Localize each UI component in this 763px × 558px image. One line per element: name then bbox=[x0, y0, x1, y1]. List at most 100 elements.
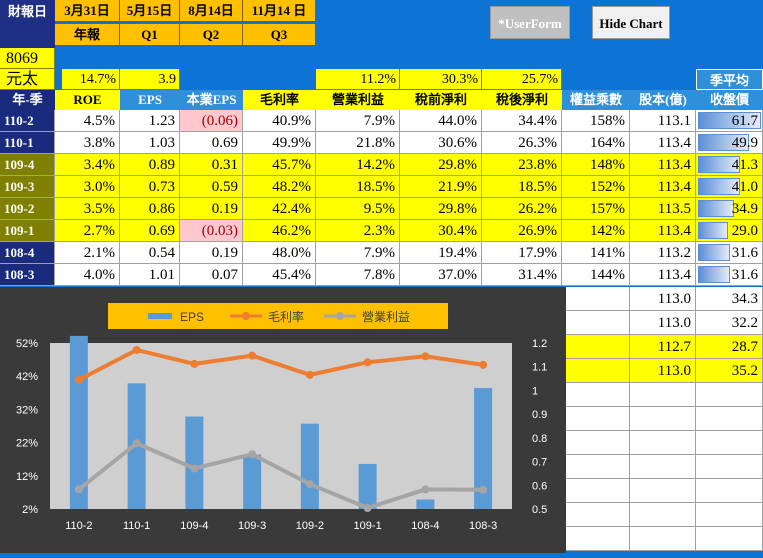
extra-cell-price bbox=[696, 455, 763, 479]
y-right-tick: 1 bbox=[532, 385, 538, 397]
cell-eps: 0.86 bbox=[120, 198, 180, 220]
price-value: 49.9 bbox=[731, 135, 758, 151]
y-left-tick: 12% bbox=[16, 471, 38, 483]
cell-post: 26.9% bbox=[482, 220, 562, 242]
period-q3: Q3 bbox=[243, 24, 316, 46]
y-right-tick: 0.6 bbox=[532, 480, 547, 492]
cell-op: 18.5% bbox=[316, 176, 400, 198]
cell-core: 0.19 bbox=[180, 242, 243, 264]
extra-cell-cap bbox=[630, 383, 696, 407]
cell-roe: 3.5% bbox=[55, 198, 120, 220]
extra-cell-cap: 113.0 bbox=[630, 359, 696, 383]
cell-price: 31.6 bbox=[696, 264, 763, 286]
cell-roe: 3.0% bbox=[55, 176, 120, 198]
legend-swatch-0 bbox=[148, 313, 172, 319]
x-tick: 109-1 bbox=[354, 520, 382, 532]
stock-code[interactable]: 8069 bbox=[0, 48, 55, 69]
series-point-2 bbox=[248, 450, 257, 459]
x-tick: 109-3 bbox=[238, 520, 266, 532]
row-quarter-label: 108-4 bbox=[0, 242, 55, 264]
extra-cell-blank bbox=[566, 311, 630, 335]
cell-cap: 113.2 bbox=[630, 242, 696, 264]
y-left-tick: 2% bbox=[22, 504, 38, 516]
cell-eps: 1.23 bbox=[120, 110, 180, 132]
userform-button[interactable]: *UserForm bbox=[490, 6, 570, 39]
cell-post: 26.3% bbox=[482, 132, 562, 154]
cell-op: 2.3% bbox=[316, 220, 400, 242]
cell-op: 9.5% bbox=[316, 198, 400, 220]
eps-margin-chart[interactable]: EPS 毛利率 營業利益 52% 42% 32% 22% 12% 2% 1.2 1.1 1 0.9 0.8… bbox=[0, 287, 566, 553]
eps-bar bbox=[358, 463, 377, 509]
cell-gm: 42.4% bbox=[243, 198, 316, 220]
extra-cell-price bbox=[696, 503, 763, 527]
cell-op: 7.8% bbox=[316, 264, 400, 286]
price-databar bbox=[698, 244, 731, 261]
series-point-2 bbox=[363, 504, 372, 513]
cell-post: 18.5% bbox=[482, 176, 562, 198]
cell-price: 41.0 bbox=[696, 176, 763, 198]
extra-cell-price: 35.2 bbox=[696, 359, 763, 383]
price-value: 41.3 bbox=[731, 157, 758, 173]
extra-cell-price bbox=[696, 383, 763, 407]
cell-eps: 1.03 bbox=[120, 132, 180, 154]
cell-gm: 48.0% bbox=[243, 242, 316, 264]
series-point-2 bbox=[421, 485, 430, 494]
date-q2: 8月14日 bbox=[180, 0, 243, 22]
extra-cell-blank bbox=[566, 479, 630, 503]
series-line-1 bbox=[77, 347, 484, 382]
cell-pre: 37.0% bbox=[400, 264, 482, 286]
extra-cell-price bbox=[696, 407, 763, 431]
summary-pretax: 30.3% bbox=[400, 69, 482, 90]
cell-core: 0.31 bbox=[180, 154, 243, 176]
row-quarter-label: 110-2 bbox=[0, 110, 55, 132]
x-tick: 108-4 bbox=[411, 520, 439, 532]
period-q1: Q1 bbox=[120, 24, 180, 46]
y-right-tick: 1.2 bbox=[532, 338, 547, 350]
col-quarter: 年-季 bbox=[0, 90, 55, 110]
legend-marker-1 bbox=[242, 312, 250, 320]
cell-mult: 157% bbox=[562, 198, 630, 220]
cell-gm: 46.2% bbox=[243, 220, 316, 242]
series-point-2 bbox=[74, 485, 83, 494]
series-point-2 bbox=[479, 485, 488, 494]
row-quarter-label: 110-1 bbox=[0, 132, 55, 154]
price-value: 41.0 bbox=[731, 179, 758, 195]
y-left-tick: 32% bbox=[16, 404, 38, 416]
eps-bar bbox=[474, 388, 493, 509]
x-tick: 108-3 bbox=[469, 520, 497, 532]
report-date-title: 財報日 bbox=[0, 0, 55, 48]
series-point-2 bbox=[305, 480, 314, 489]
cell-roe: 2.7% bbox=[55, 220, 120, 242]
extra-cell-cap: 112.7 bbox=[630, 335, 696, 359]
y-right-tick: 0.7 bbox=[532, 457, 547, 469]
col-core-eps: 本業EPS bbox=[180, 90, 243, 110]
cell-price: 41.3 bbox=[696, 154, 763, 176]
y-left-tick: 42% bbox=[16, 371, 38, 383]
series-point-1 bbox=[363, 358, 372, 367]
cell-cap: 113.4 bbox=[630, 154, 696, 176]
extra-cell-price: 28.7 bbox=[696, 335, 763, 359]
series-point-1 bbox=[190, 359, 199, 368]
col-equity-mult: 權益乘數 bbox=[562, 90, 630, 110]
cell-core: 0.59 bbox=[180, 176, 243, 198]
cell-gm: 48.2% bbox=[243, 176, 316, 198]
stock-name: 元太 bbox=[0, 69, 55, 90]
cell-mult: 152% bbox=[562, 176, 630, 198]
cell-eps: 0.73 bbox=[120, 176, 180, 198]
price-value: 29.0 bbox=[731, 223, 758, 239]
series-point-1 bbox=[132, 345, 141, 354]
date-annual: 3月31日 bbox=[55, 0, 120, 22]
cell-mult: 142% bbox=[562, 220, 630, 242]
cell-post: 26.2% bbox=[482, 198, 562, 220]
date-q3: 11月14 日 bbox=[243, 0, 316, 22]
cell-op: 7.9% bbox=[316, 242, 400, 264]
hide-chart-button[interactable]: Hide Chart bbox=[592, 6, 670, 39]
series-point-1 bbox=[305, 370, 314, 379]
cell-eps: 1.01 bbox=[120, 264, 180, 286]
extra-cell-blank bbox=[566, 407, 630, 431]
x-tick: 109-2 bbox=[296, 520, 324, 532]
cell-pre: 30.4% bbox=[400, 220, 482, 242]
price-databar bbox=[698, 222, 728, 239]
summary-op-margin: 11.2% bbox=[316, 69, 400, 90]
extra-cell-blank bbox=[566, 431, 630, 455]
